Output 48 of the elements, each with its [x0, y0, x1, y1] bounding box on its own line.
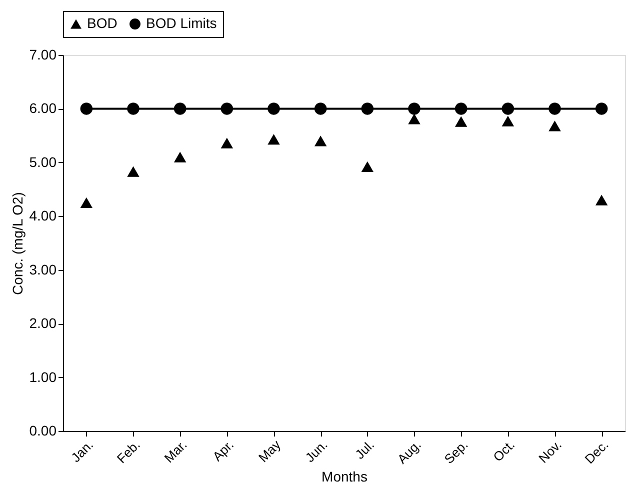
x-tick-label: Mar. [161, 437, 190, 466]
x-tick-label: Feb. [114, 437, 143, 466]
point [127, 166, 140, 177]
y-tick-label: 0.00 [29, 422, 57, 438]
x-tick-label: Aug. [394, 437, 424, 467]
y-tick-label: 2.00 [29, 315, 57, 332]
x-tick-label: Sep. [441, 437, 471, 467]
point [220, 102, 234, 115]
point [361, 161, 374, 172]
point [268, 134, 280, 145]
x-axis-title: Months [322, 468, 368, 485]
x-tick-label: Jan. [68, 437, 96, 466]
x-tick-label: Dec. [582, 437, 612, 467]
y-tick-label: 7.00 [29, 46, 57, 62]
point [174, 152, 186, 162]
point [454, 102, 468, 115]
x-tick-label: Oct. [490, 437, 518, 465]
point [502, 116, 514, 126]
point [595, 102, 608, 115]
x-tick-label: May [255, 436, 284, 466]
point [314, 102, 327, 115]
point [80, 102, 93, 115]
point [408, 102, 420, 115]
y-tick-label: 3.00 [29, 261, 57, 278]
legend-label: BOD Limits [146, 15, 217, 31]
point [174, 102, 186, 115]
y-tick-label: 6.00 [29, 100, 57, 116]
y-axis-title: Conc. (mg/L O2) [9, 192, 26, 295]
x-tick-label: Nov. [536, 437, 564, 466]
y-tick-label: 5.00 [29, 154, 57, 170]
point [314, 136, 327, 146]
x-tick-label: Apr. [210, 437, 237, 464]
point [454, 116, 468, 127]
point [80, 197, 93, 208]
point [548, 120, 561, 132]
point [408, 114, 420, 124]
point [220, 138, 234, 148]
point [361, 102, 374, 115]
y-tick-label: 4.00 [29, 208, 57, 224]
x-tick-label: Jun. [302, 437, 330, 466]
y-tick-label: 1.00 [29, 368, 57, 385]
point [127, 102, 140, 115]
point [595, 194, 608, 206]
point [548, 102, 561, 115]
point [268, 102, 280, 115]
point [502, 102, 514, 115]
legend-label: BOD [87, 15, 118, 31]
x-tick-label: Jul. [352, 437, 378, 462]
